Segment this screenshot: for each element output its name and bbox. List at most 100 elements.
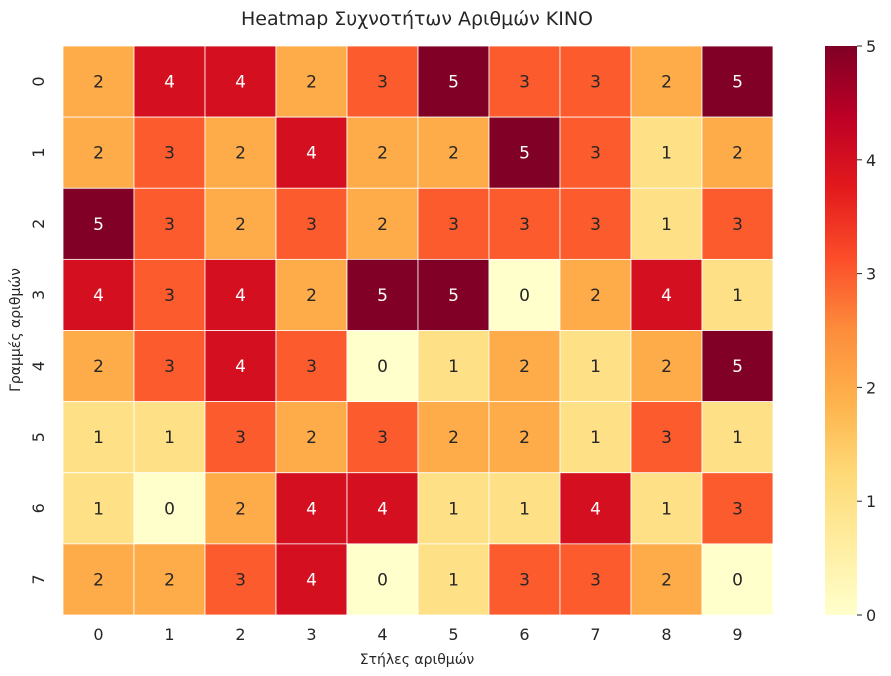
- cell-value-label: 3: [448, 215, 459, 235]
- cell-value-label: 5: [732, 357, 743, 377]
- cell-value-label: 1: [448, 499, 459, 519]
- x-axis-label: Στήλες αριθμών: [360, 652, 475, 668]
- cell-value-label: 1: [661, 144, 672, 164]
- heatmap-cell: [630, 116, 703, 189]
- heatmap-cell: [488, 330, 561, 403]
- colorbar-tick-label: 2: [866, 378, 876, 397]
- heatmap-cell: [133, 116, 206, 189]
- cell-value-label: 2: [448, 428, 459, 448]
- heatmap-cell: [133, 187, 206, 260]
- heatmap-cell: [133, 543, 206, 616]
- cell-value-label: 1: [519, 499, 530, 519]
- colorbar-ticks: 0 1 2 3 4 5: [857, 37, 876, 625]
- heatmap-cell: [701, 472, 774, 545]
- y-tick-label: 3: [29, 290, 48, 300]
- cell-value-label: 2: [661, 357, 672, 377]
- cell-value-label: 4: [235, 357, 246, 377]
- cell-value-label: 2: [590, 286, 601, 306]
- heatmap-cell: [701, 45, 774, 118]
- heatmap-cell: [488, 187, 561, 260]
- y-tick-label: 5: [29, 432, 48, 442]
- heatmap-cell: [488, 116, 561, 189]
- heatmap-cell: [559, 116, 632, 189]
- heatmap-cell: [275, 543, 348, 616]
- heatmap-cell: [204, 116, 277, 189]
- heatmap-cell: [488, 258, 561, 331]
- heatmap-cell: [417, 116, 490, 189]
- heatmap-cell: [701, 543, 774, 616]
- y-tick-label: 4: [29, 361, 48, 371]
- heatmap-cell: [133, 330, 206, 403]
- heatmap-cell: [62, 401, 135, 474]
- cell-value-label: 2: [661, 570, 672, 590]
- heatmap-cell: [417, 472, 490, 545]
- x-axis-ticks: 0 1 2 3 4 5 6 7 8 9: [93, 625, 742, 644]
- colorbar: [825, 46, 857, 615]
- y-axis-ticks: 0 1 2 3 4 5 6 7: [29, 76, 48, 584]
- cell-value-label: 3: [590, 144, 601, 164]
- colorbar-tick-label: 3: [866, 265, 876, 284]
- heatmap-cell: [204, 330, 277, 403]
- cell-value-label: 2: [661, 73, 672, 93]
- cell-value-label: 2: [306, 286, 317, 306]
- colorbar-tick-label: 5: [866, 37, 876, 56]
- cell-value-label: 3: [235, 428, 246, 448]
- y-tick-label: 1: [29, 148, 48, 158]
- cell-value-label: 2: [235, 144, 246, 164]
- cell-value-label: 2: [93, 73, 104, 93]
- heatmap-cell: [275, 472, 348, 545]
- cell-value-label: 3: [377, 73, 388, 93]
- heatmap-cell: [417, 258, 490, 331]
- cell-value-label: 0: [377, 570, 388, 590]
- heatmap-cell: [346, 543, 419, 616]
- heatmap-cell: [559, 543, 632, 616]
- cell-value-label: 3: [590, 73, 601, 93]
- cell-value-label: 0: [377, 357, 388, 377]
- cell-value-label: 2: [448, 144, 459, 164]
- heatmap-cell: [559, 330, 632, 403]
- cell-value-label: 5: [519, 144, 530, 164]
- heatmap-cell: [701, 330, 774, 403]
- heatmap-cell: [417, 543, 490, 616]
- heatmap-cell: [62, 187, 135, 260]
- cell-value-label: 1: [590, 357, 601, 377]
- heatmap-cell: [204, 45, 277, 118]
- heatmap-cell: [630, 401, 703, 474]
- heatmap-cell: [701, 187, 774, 260]
- heatmap-cell: [701, 258, 774, 331]
- cell-value-label: 4: [306, 570, 317, 590]
- heatmap-cell: [417, 45, 490, 118]
- heatmap-cell: [346, 258, 419, 331]
- cell-value-label: 4: [590, 499, 601, 519]
- cell-value-label: 0: [164, 499, 175, 519]
- x-tick-label: 9: [732, 625, 742, 644]
- heatmap-cell: [417, 401, 490, 474]
- x-tick-label: 8: [661, 625, 671, 644]
- cell-value-label: 1: [93, 428, 104, 448]
- cell-value-label: 3: [164, 144, 175, 164]
- cell-value-label: 3: [732, 215, 743, 235]
- cell-value-label: 2: [306, 428, 317, 448]
- cell-value-label: 4: [306, 499, 317, 519]
- cell-value-label: 1: [448, 357, 459, 377]
- x-tick-label: 2: [235, 625, 245, 644]
- heatmap-cell: [346, 330, 419, 403]
- cell-value-label: 3: [519, 73, 530, 93]
- heatmap-cell: [630, 258, 703, 331]
- cell-value-label: 4: [93, 286, 104, 306]
- y-tick-label: 6: [29, 503, 48, 513]
- cell-value-label: 1: [732, 428, 743, 448]
- cell-value-label: 1: [93, 499, 104, 519]
- heatmap-cell: [701, 116, 774, 189]
- heatmap-cell: [346, 116, 419, 189]
- heatmap-cell: [559, 472, 632, 545]
- heatmap-cell: [488, 543, 561, 616]
- colorbar-tick-label: 1: [866, 492, 876, 511]
- cell-value-label: 2: [519, 357, 530, 377]
- y-tick-label: 0: [29, 76, 48, 86]
- heatmap-cell: [346, 401, 419, 474]
- heatmap-cell: [559, 45, 632, 118]
- cell-value-label: 2: [306, 73, 317, 93]
- x-tick-label: 7: [590, 625, 600, 644]
